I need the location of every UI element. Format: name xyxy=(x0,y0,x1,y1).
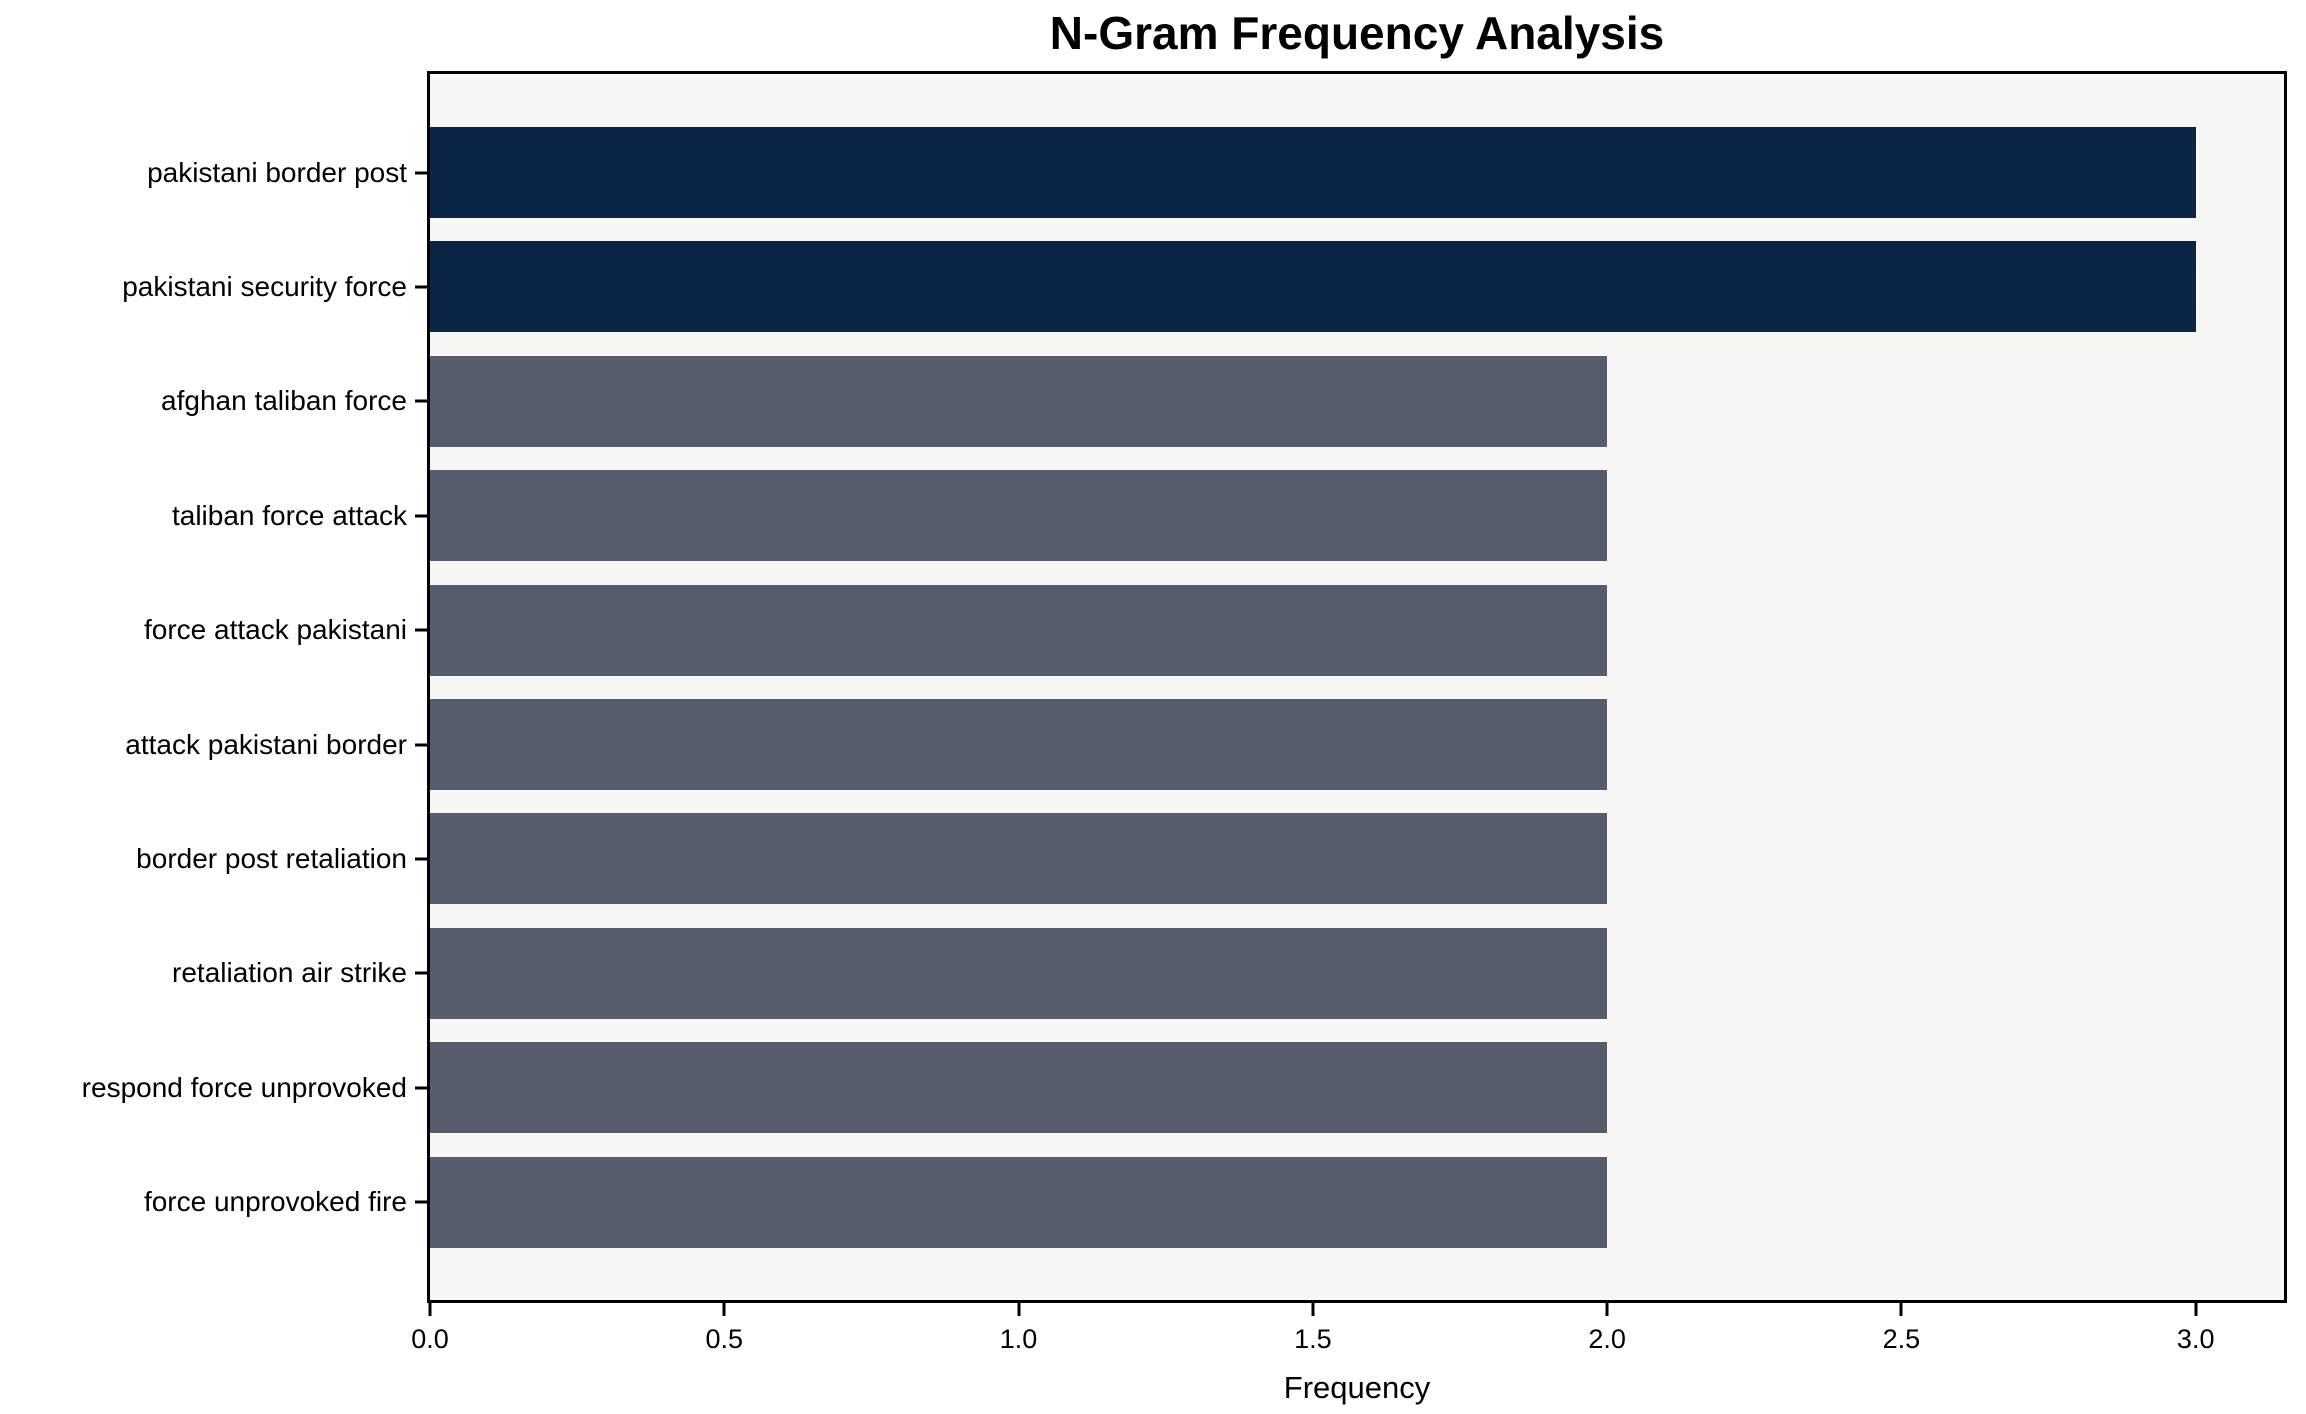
y-tick-mark xyxy=(415,1200,427,1204)
x-axis-title: Frequency xyxy=(1283,1370,1431,1405)
y-tick-mark xyxy=(415,1086,427,1090)
bar-pakistani-security-force xyxy=(430,241,2196,333)
y-axis-label: force attack pakistani xyxy=(143,614,407,646)
chart-title: N-Gram Frequency Analysis xyxy=(1049,7,1665,59)
x-tick-mark xyxy=(722,1303,726,1316)
x-tick-mark xyxy=(1605,1303,1609,1316)
x-tick-label: 0.0 xyxy=(411,1324,449,1354)
y-axis-label: border post retaliation xyxy=(136,842,407,874)
bar-respond-force-unprovoked xyxy=(430,1042,1608,1134)
y-tick-mark xyxy=(415,514,427,518)
bar-attack-pakistani-border xyxy=(430,699,1608,790)
y-tick-mark xyxy=(415,971,427,975)
bar-force-attack-pakistani xyxy=(430,584,1608,676)
y-axis-label: respond force unprovoked xyxy=(81,1071,407,1103)
bar-taliban-force-attack xyxy=(430,470,1608,562)
bar-afghan-taliban-force xyxy=(430,355,1608,447)
x-tick-mark xyxy=(2194,1303,2198,1316)
x-tick-label: 0.5 xyxy=(705,1324,744,1354)
y-axis-label: pakistani border post xyxy=(147,156,407,188)
bar-force-unprovoked-fire xyxy=(430,1156,1608,1248)
y-axis-label: retaliation air strike xyxy=(172,957,407,989)
y-tick-mark xyxy=(415,628,427,632)
y-tick-mark xyxy=(415,285,427,289)
y-tick-mark xyxy=(415,171,427,174)
y-tick-mark xyxy=(415,857,427,861)
y-tick-mark xyxy=(415,743,427,746)
y-axis-label: taliban force attack xyxy=(171,499,407,531)
x-tick-mark xyxy=(1899,1303,1903,1316)
x-tick-mark xyxy=(1311,1303,1315,1316)
x-tick-mark xyxy=(1017,1303,1021,1316)
y-axis-label: pakistani security force xyxy=(122,270,407,302)
y-axis-label: attack pakistani border xyxy=(125,728,407,760)
y-tick-mark xyxy=(415,399,427,403)
x-tick-label: 1.0 xyxy=(999,1324,1038,1354)
x-tick-mark xyxy=(428,1303,432,1316)
x-tick-label: 2.0 xyxy=(1588,1324,1626,1354)
y-axis-label: force unprovoked fire xyxy=(143,1186,407,1218)
y-axis-label: afghan taliban force xyxy=(161,385,407,417)
x-tick-label: 3.0 xyxy=(2176,1324,2215,1354)
x-tick-label: 2.5 xyxy=(1882,1324,1921,1354)
bar-retaliation-air-strike xyxy=(430,927,1608,1019)
x-tick-label: 1.5 xyxy=(1294,1324,1332,1354)
plot-area xyxy=(427,71,2287,1303)
bar-pakistani-border-post xyxy=(430,127,2196,218)
bar-border-post-retaliation xyxy=(430,813,1608,905)
